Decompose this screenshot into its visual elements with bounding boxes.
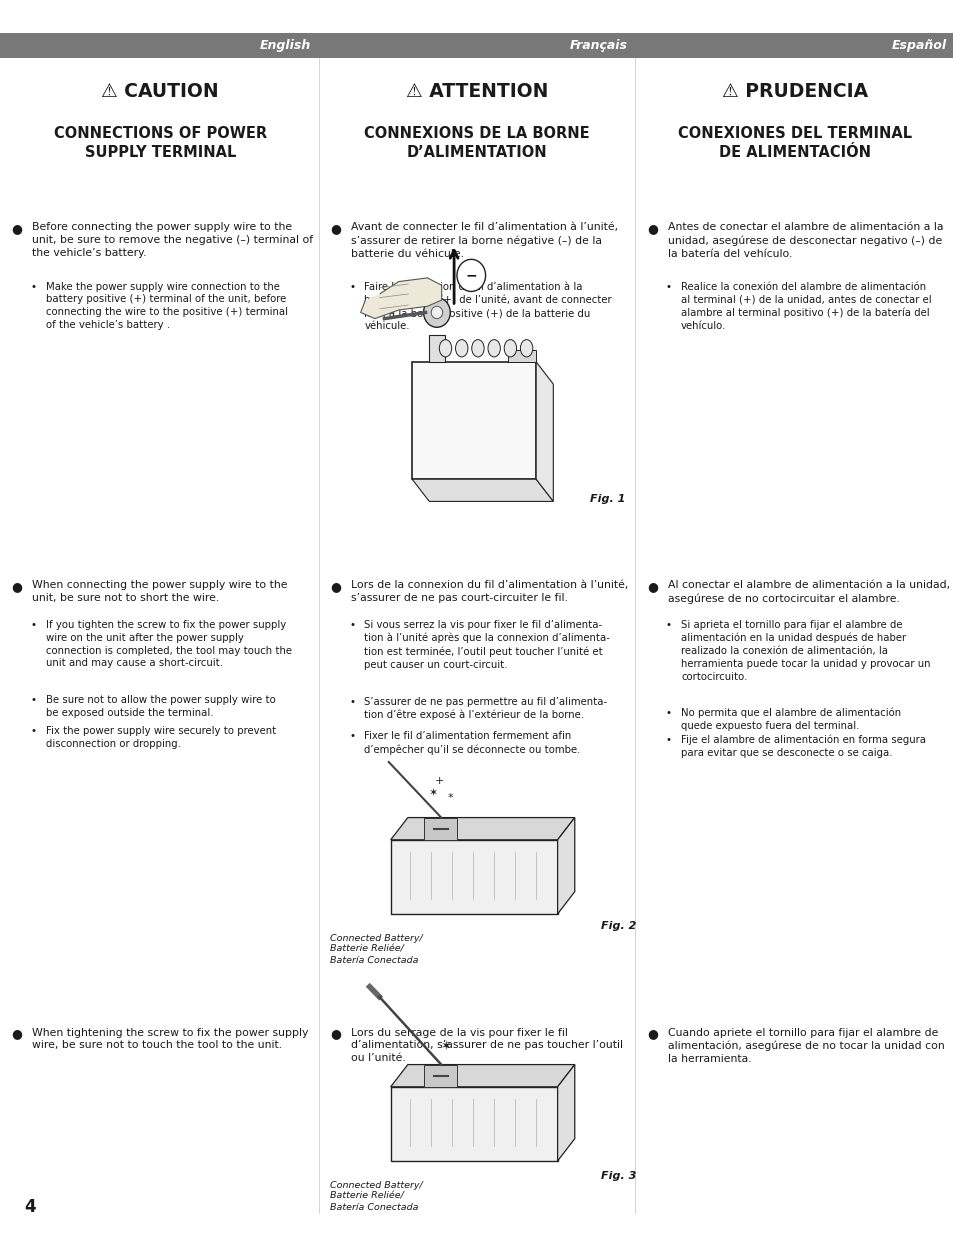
- Text: CONNEXIONS DE LA BORNE
D’ALIMENTATION: CONNEXIONS DE LA BORNE D’ALIMENTATION: [364, 126, 589, 161]
- Text: *: *: [448, 793, 453, 803]
- Ellipse shape: [455, 340, 467, 357]
- Ellipse shape: [503, 340, 516, 357]
- Text: Lors du serrage de la vis pour fixer le fil
d’alimentation, s’assurer de ne pas : Lors du serrage de la vis pour fixer le …: [351, 1028, 622, 1063]
- Text: Before connecting the power supply wire to the
unit, be sure to remove the negat: Before connecting the power supply wire …: [32, 222, 314, 258]
- Text: Al conectar el alambre de alimentación a la unidad,
asegúrese de no cortocircuit: Al conectar el alambre de alimentación a…: [667, 580, 949, 604]
- Text: ●: ●: [11, 580, 22, 594]
- Text: Fig. 1: Fig. 1: [589, 494, 624, 504]
- FancyBboxPatch shape: [391, 840, 557, 914]
- Polygon shape: [391, 818, 574, 840]
- Text: •: •: [30, 695, 36, 705]
- Text: If you tighten the screw to fix the power supply
wire on the unit after the powe: If you tighten the screw to fix the powe…: [46, 620, 292, 668]
- Ellipse shape: [423, 298, 450, 327]
- Text: ●: ●: [330, 580, 340, 594]
- Text: When connecting the power supply wire to the
unit, be sure not to short the wire: When connecting the power supply wire to…: [32, 580, 288, 603]
- Ellipse shape: [456, 259, 485, 291]
- Polygon shape: [557, 1065, 574, 1161]
- FancyBboxPatch shape: [423, 1065, 456, 1087]
- Text: Français: Français: [569, 40, 627, 52]
- Text: Antes de conectar el alambre de alimentación a la
unidad, asegúrese de desconect: Antes de conectar el alambre de alimenta…: [667, 222, 943, 258]
- Text: CONNECTIONS OF POWER
SUPPLY TERMINAL: CONNECTIONS OF POWER SUPPLY TERMINAL: [53, 126, 267, 161]
- Text: English: English: [259, 40, 311, 52]
- Text: Fije el alambre de alimentación en forma segura
para evitar que se desconecte o : Fije el alambre de alimentación en forma…: [680, 735, 925, 758]
- Text: •: •: [665, 708, 671, 718]
- Text: •: •: [349, 282, 355, 291]
- FancyBboxPatch shape: [391, 1087, 557, 1161]
- Text: +: +: [435, 776, 443, 785]
- Ellipse shape: [438, 340, 452, 357]
- Text: Connected Battery/
Batterie Reliée/
Batería Conectada: Connected Battery/ Batterie Reliée/ Bate…: [330, 1181, 422, 1212]
- Text: ●: ●: [11, 1028, 22, 1041]
- Text: Realice la conexión del alambre de alimentación
al terminal (+) de la unidad, an: Realice la conexión del alambre de alime…: [680, 282, 931, 331]
- Text: No permita que el alambre de alimentación
quede expuesto fuera del terminal.: No permita que el alambre de alimentació…: [680, 708, 901, 731]
- Text: −: −: [465, 268, 476, 283]
- Text: Fig. 3: Fig. 3: [600, 1171, 636, 1181]
- Text: When tightening the screw to fix the power supply
wire, be sure not to touch the: When tightening the screw to fix the pow…: [32, 1028, 309, 1050]
- Text: •: •: [349, 697, 355, 706]
- Text: Español: Español: [890, 40, 945, 52]
- Text: Connected Battery/
Batterie Reliée/
Batería Conectada: Connected Battery/ Batterie Reliée/ Bate…: [330, 934, 422, 965]
- FancyBboxPatch shape: [635, 33, 953, 58]
- FancyBboxPatch shape: [507, 350, 536, 362]
- FancyBboxPatch shape: [318, 33, 635, 58]
- Text: Avant de connecter le fil d’alimentation à l’unité,
s’assurer de retirer la born: Avant de connecter le fil d’alimentation…: [351, 222, 618, 258]
- Text: •: •: [349, 620, 355, 630]
- Text: Si vous serrez la vis pour fixer le fil d’alimenta-
tion à l’unité après que la : Si vous serrez la vis pour fixer le fil …: [364, 620, 610, 669]
- Text: ●: ●: [330, 222, 340, 236]
- Text: ⚠ CAUTION: ⚠ CAUTION: [101, 82, 219, 101]
- Text: Faire la connexion de fil d’alimentation à la
borne positive (+) de l’unité, ava: Faire la connexion de fil d’alimentation…: [364, 282, 612, 331]
- Text: ●: ●: [330, 1028, 340, 1041]
- FancyBboxPatch shape: [412, 362, 536, 479]
- Polygon shape: [557, 818, 574, 914]
- Text: •: •: [665, 735, 671, 745]
- Text: Fig. 2: Fig. 2: [600, 921, 636, 931]
- Ellipse shape: [519, 340, 532, 357]
- Text: Lors de la connexion du fil d’alimentation à l’unité,
s’assurer de ne pas court-: Lors de la connexion du fil d’alimentati…: [351, 580, 628, 603]
- Text: •: •: [30, 282, 36, 291]
- Text: ✶: ✶: [429, 788, 437, 798]
- Ellipse shape: [431, 306, 442, 319]
- Text: Make the power supply wire connection to the
battery positive (+) terminal of th: Make the power supply wire connection to…: [46, 282, 288, 330]
- Text: Fixer le fil d’alimentation fermement afin
d’empêcher qu’il se déconnecte ou tom: Fixer le fil d’alimentation fermement af…: [364, 731, 580, 755]
- Polygon shape: [536, 362, 553, 501]
- FancyBboxPatch shape: [423, 818, 456, 840]
- Text: ⚠ PRUDENCIA: ⚠ PRUDENCIA: [720, 82, 867, 101]
- Text: Fix the power supply wire securely to prevent
disconnection or dropping.: Fix the power supply wire securely to pr…: [46, 726, 275, 748]
- Text: •: •: [665, 620, 671, 630]
- PathPatch shape: [360, 278, 441, 319]
- Text: Be sure not to allow the power supply wire to
be exposed outside the terminal.: Be sure not to allow the power supply wi…: [46, 695, 275, 718]
- Text: ✶: ✶: [440, 1040, 451, 1052]
- Text: ●: ●: [646, 1028, 657, 1041]
- Text: ●: ●: [646, 580, 657, 594]
- Text: ●: ●: [11, 222, 22, 236]
- FancyBboxPatch shape: [429, 335, 444, 362]
- Text: •: •: [665, 282, 671, 291]
- Text: ●: ●: [646, 222, 657, 236]
- Text: Cuando apriete el tornillo para fijar el alambre de
alimentación, asegúrese de n: Cuando apriete el tornillo para fijar el…: [667, 1028, 943, 1063]
- Ellipse shape: [471, 340, 483, 357]
- Text: •: •: [30, 620, 36, 630]
- Text: 4: 4: [24, 1198, 35, 1216]
- Text: S’assurer de ne pas permettre au fil d’alimenta-
tion d’être exposé à l’extérieu: S’assurer de ne pas permettre au fil d’a…: [364, 697, 607, 720]
- Text: Si aprieta el tornillo para fijar el alambre de
alimentación en la unidad despué: Si aprieta el tornillo para fijar el ala…: [680, 620, 930, 682]
- Text: •: •: [30, 726, 36, 736]
- Polygon shape: [412, 479, 553, 501]
- Text: •: •: [349, 731, 355, 741]
- Text: ⚠ ATTENTION: ⚠ ATTENTION: [405, 82, 548, 101]
- Ellipse shape: [487, 340, 499, 357]
- Text: CONEXIONES DEL TERMINAL
DE ALIMENTACIÓN: CONEXIONES DEL TERMINAL DE ALIMENTACIÓN: [677, 126, 911, 161]
- Polygon shape: [391, 1065, 574, 1087]
- FancyBboxPatch shape: [0, 33, 318, 58]
